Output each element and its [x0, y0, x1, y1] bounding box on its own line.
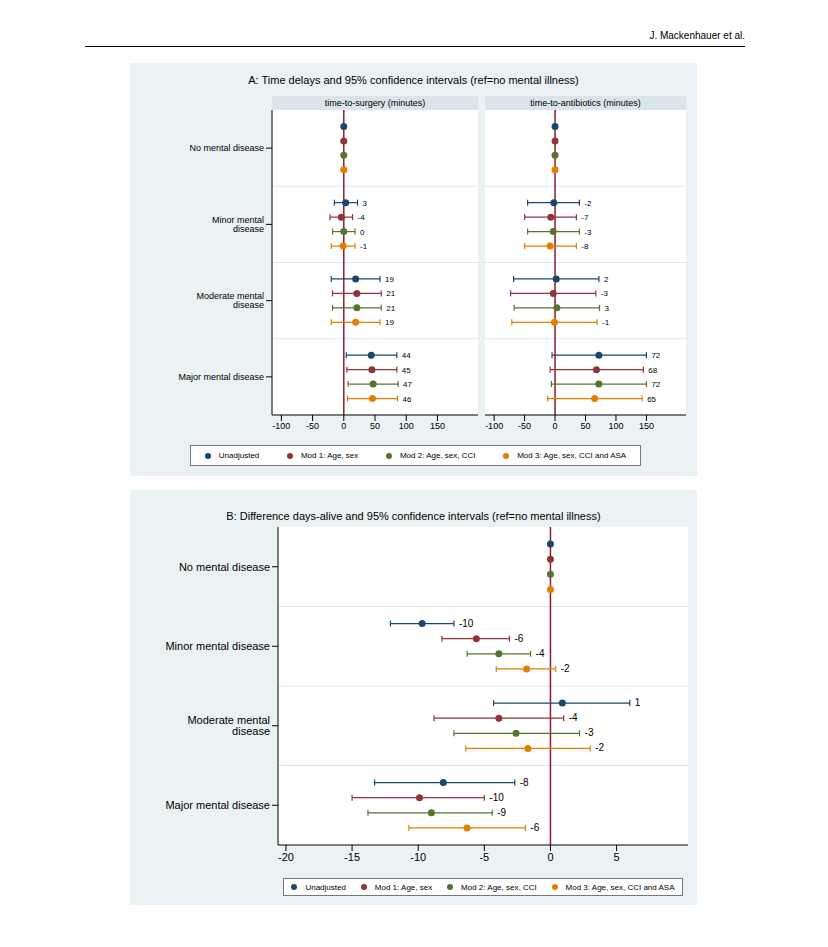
svg-text:-10: -10 — [410, 851, 426, 863]
svg-text:72: 72 — [651, 380, 660, 389]
svg-text:-15: -15 — [344, 851, 360, 863]
svg-text:Moderate mentaldisease: Moderate mentaldisease — [187, 714, 270, 737]
svg-text:100: 100 — [608, 421, 623, 431]
svg-text:-8: -8 — [520, 777, 529, 788]
svg-text:Major mental disease: Major mental disease — [165, 799, 270, 811]
svg-text:68: 68 — [648, 366, 657, 375]
svg-text:150: 150 — [430, 421, 445, 431]
svg-text:50: 50 — [580, 421, 590, 431]
svg-text:-2: -2 — [595, 742, 604, 753]
svg-text:21: 21 — [386, 304, 395, 313]
svg-text:-4: -4 — [536, 648, 545, 659]
svg-text:65: 65 — [647, 395, 656, 404]
svg-text:No mental disease: No mental disease — [189, 143, 264, 153]
svg-text:0: 0 — [360, 228, 365, 237]
html-text:Unadjusted: Unadjusted — [218, 451, 260, 460]
svg-text:-3: -3 — [585, 727, 594, 738]
svg-text:72: 72 — [651, 351, 660, 360]
svg-text:45: 45 — [402, 366, 411, 375]
svg-text:47: 47 — [403, 380, 412, 389]
svg-text:-100: -100 — [485, 421, 503, 431]
svg-text:-6: -6 — [514, 633, 523, 644]
svg-text:-2: -2 — [561, 663, 570, 674]
svg-text:-3: -3 — [584, 228, 592, 237]
svg-text:-3: -3 — [601, 289, 609, 298]
html-text:Mod 1: Age, sex: Mod 1: Age, sex — [374, 882, 433, 892]
svg-text:44: 44 — [402, 351, 411, 360]
svg-text:50: 50 — [370, 421, 380, 431]
svg-text:3: 3 — [605, 304, 610, 313]
html-text:Mod 3: Age, sex, CCI and ASA: Mod 3: Age, sex, CCI and ASA — [517, 451, 627, 460]
html-text:time-to-antibiotics (minutes): time-to-antibiotics (minutes) — [530, 98, 641, 108]
svg-text:Major mental disease: Major mental disease — [178, 372, 264, 382]
svg-text:-50: -50 — [518, 421, 531, 431]
html-text:B: Difference days-alive and 9: B: Difference days-alive and 95% confide… — [226, 510, 601, 522]
svg-text:-1: -1 — [602, 318, 610, 327]
svg-text:-4: -4 — [569, 712, 578, 723]
html-text:A: Time delays and 95% confide: A: Time delays and 95% confidence interv… — [248, 74, 579, 86]
html-text:Mod 2: Age, sex, CCI: Mod 2: Age, sex, CCI — [461, 882, 537, 892]
svg-text:-10: -10 — [489, 792, 504, 803]
svg-text:2: 2 — [604, 275, 609, 284]
svg-text:0: 0 — [553, 421, 558, 431]
svg-text:No mental disease: No mental disease — [179, 561, 270, 573]
svg-text:21: 21 — [386, 289, 395, 298]
svg-text:-7: -7 — [581, 213, 589, 222]
svg-text:-1: -1 — [360, 242, 368, 251]
svg-text:-4: -4 — [358, 213, 366, 222]
svg-text:-2: -2 — [584, 199, 592, 208]
svg-text:-6: -6 — [530, 822, 539, 833]
svg-text:3: 3 — [363, 199, 368, 208]
svg-text:1: 1 — [635, 697, 641, 708]
svg-text:-10: -10 — [459, 618, 474, 629]
html-text:J. Mackenhauer et al.: J. Mackenhauer et al. — [649, 30, 745, 41]
html-text:Mod 3: Age, sex, CCI and ASA: Mod 3: Age, sex, CCI and ASA — [565, 882, 675, 892]
svg-text:Minor mental disease: Minor mental disease — [165, 640, 270, 652]
svg-text:Moderate mentaldisease: Moderate mentaldisease — [196, 291, 264, 310]
svg-text:150: 150 — [639, 421, 654, 431]
html-text:Mod 1: Age, sex: Mod 1: Age, sex — [300, 451, 359, 460]
svg-text:100: 100 — [399, 421, 414, 431]
svg-text:-20: -20 — [278, 851, 294, 863]
svg-text:46: 46 — [402, 395, 411, 404]
svg-text:-8: -8 — [581, 242, 589, 251]
svg-text:0: 0 — [341, 421, 346, 431]
svg-text:-9: -9 — [497, 807, 506, 818]
svg-text:-5: -5 — [479, 851, 489, 863]
svg-text:0: 0 — [547, 851, 553, 863]
svg-text:-100: -100 — [272, 421, 290, 431]
svg-text:5: 5 — [614, 851, 620, 863]
html-text:time-to-surgery (minutes): time-to-surgery (minutes) — [324, 98, 426, 108]
svg-text:19: 19 — [385, 275, 394, 284]
svg-text:-50: -50 — [306, 421, 319, 431]
html-text:Mod 2: Age, sex, CCI: Mod 2: Age, sex, CCI — [400, 451, 476, 460]
html-text:Unadjusted: Unadjusted — [305, 882, 346, 892]
svg-text:19: 19 — [385, 318, 394, 327]
svg-text:Minor mentaldisease: Minor mentaldisease — [212, 215, 264, 234]
